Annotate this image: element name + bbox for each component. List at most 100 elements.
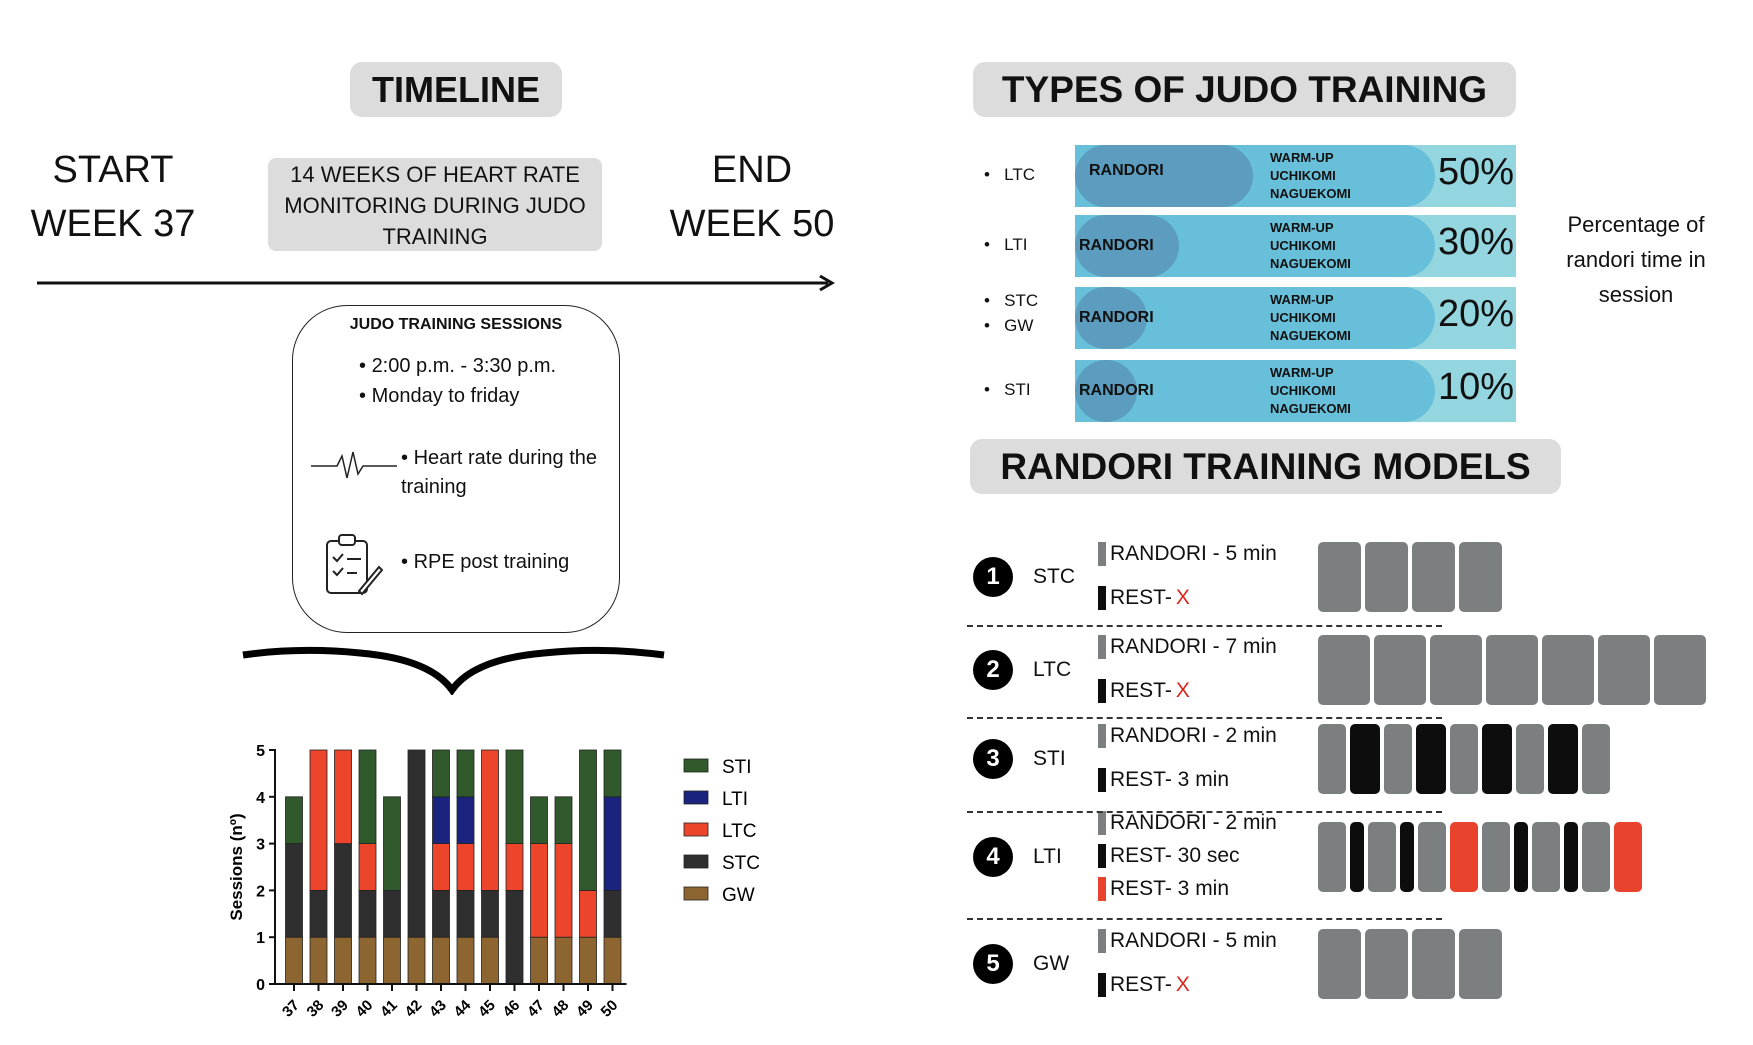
x-tick-label: 50 (598, 997, 622, 1021)
rest-block (1350, 822, 1364, 892)
x-tick-label: 40 (353, 997, 377, 1021)
randori-block (1582, 822, 1610, 892)
rest-block (1400, 822, 1414, 892)
randori-block (1365, 929, 1408, 999)
legend-swatch-gw (683, 886, 709, 901)
x-tick-label: 42 (402, 997, 426, 1021)
activities: WARM-UP UCHIKOMI NAGUEKOMI (1270, 150, 1351, 201)
y-tick-label: 3 (256, 837, 265, 854)
model-legend-item: REST- X (1098, 679, 1190, 703)
model-number-badge: 1 (973, 557, 1013, 597)
randori-block (1482, 822, 1510, 892)
model-number-badge: 4 (973, 837, 1013, 877)
model-legend-item: RANDORI - 7 min (1098, 635, 1277, 659)
randori-block (1459, 929, 1502, 999)
bar-segment-stc (481, 889, 499, 938)
bar-segment-gw (383, 936, 401, 985)
randori-block (1450, 724, 1478, 794)
bar-segment-lti (456, 796, 475, 845)
bar-segment-ltc (481, 749, 499, 891)
sessions-chart: 37 38 39 40 41 42 43 44 45 46 47 48 49 50012345Sessio… (227, 743, 760, 1021)
bar-segment-sti (505, 749, 524, 844)
x-tick-label: 48 (549, 997, 573, 1021)
timeline-title: TIMELINE (350, 62, 562, 117)
randori-block (1654, 635, 1706, 705)
x-tick-label: 38 (304, 997, 328, 1021)
x-tick-label: 43 (426, 997, 450, 1021)
model-number-badge: 2 (973, 650, 1013, 690)
randori-block (1418, 822, 1446, 892)
type-label: • LTC (984, 165, 1035, 184)
legend-swatch (1098, 929, 1106, 953)
randori-block (1430, 635, 1482, 705)
rest-3min-block (1614, 822, 1642, 892)
rest-block (1482, 724, 1512, 794)
y-tick-label: 5 (256, 743, 265, 760)
bar-segment-sti (432, 749, 450, 798)
rest-block (1350, 724, 1380, 794)
legend-swatch (1098, 724, 1106, 748)
x-tick-label: 41 (377, 997, 401, 1021)
bar-segment-lti (603, 796, 622, 891)
legend-swatch-stc (683, 854, 709, 869)
bar-segment-gw (456, 936, 475, 985)
model-type: STC (1033, 565, 1075, 588)
model-legend-item: RANDORI - 5 min (1098, 542, 1277, 566)
bar-segment-stc (383, 889, 401, 938)
randori-block (1412, 542, 1455, 612)
heart-rate-icon (311, 451, 397, 479)
model-blocks (1318, 635, 1706, 705)
legend-swatch (1098, 768, 1106, 792)
x-tick-label: 39 (328, 997, 352, 1021)
legend-label: STC (722, 853, 760, 874)
model-number-badge: 5 (973, 944, 1013, 984)
type-label: • GW (984, 316, 1034, 335)
bar-segment-gw (334, 936, 352, 985)
randori-block (1532, 822, 1560, 892)
bar-segment-gw (481, 936, 499, 985)
clipboard-icon (326, 534, 383, 596)
bar-segment-gw (554, 936, 573, 985)
randori-percent: 30% (1437, 221, 1514, 263)
bar-segment-ltc (530, 843, 548, 938)
legend-swatch (1098, 844, 1106, 868)
model-legend-item: REST- 3 min (1098, 877, 1229, 901)
legend-swatch (1098, 542, 1106, 566)
randori-segment: RANDORI (1075, 287, 1154, 349)
session-time: • 2:00 p.m. - 3:30 p.m. (359, 355, 557, 377)
bar-segment-ltc (309, 749, 328, 891)
bar-segment-stc (358, 889, 377, 938)
bar-segment-stc (505, 889, 524, 985)
type-row: RANDORI WARM-UP UCHIKOMI NAGUEKOMI 50% (1075, 145, 1516, 207)
rest-block (1564, 822, 1578, 892)
heart-rate-item: • Heart rate during the training (401, 447, 597, 498)
sessions-title: JUDO TRAINING SESSIONS (349, 316, 563, 333)
bar-segment-ltc (358, 843, 377, 891)
bar-segment-sti (383, 796, 401, 891)
x-tick-label: 45 (475, 997, 499, 1021)
randori-block (1318, 724, 1346, 794)
legend-label: STI (722, 757, 752, 778)
model-blocks (1318, 822, 1642, 892)
divider (967, 625, 1442, 627)
bar-segment-stc (334, 843, 352, 938)
bar-segment-stc (432, 889, 450, 938)
models-title: RANDORI TRAINING MODELS (970, 439, 1561, 494)
bar-segment-sti (285, 796, 303, 845)
randori-percent: 20% (1437, 293, 1514, 335)
bar-segment-stc (407, 749, 426, 938)
model-type: GW (1033, 952, 1070, 975)
model-legend-item: REST- X (1098, 973, 1190, 997)
randori-block (1318, 635, 1370, 705)
divider (967, 918, 1442, 920)
bar-segment-gw (530, 936, 548, 985)
model-legend-item: REST- X (1098, 586, 1190, 610)
type-row: RANDORI WARM-UP UCHIKOMI NAGUEKOMI 20% (1075, 287, 1516, 349)
bar-segment-stc (309, 889, 328, 938)
randori-segment: RANDORI (1075, 215, 1179, 277)
bar-segment-sti (358, 749, 377, 844)
bar-segment-sti (554, 796, 573, 845)
bar-segment-ltc (579, 889, 597, 938)
bar-segment-gw (579, 936, 597, 985)
activities: WARM-UP UCHIKOMI NAGUEKOMI (1270, 220, 1351, 271)
